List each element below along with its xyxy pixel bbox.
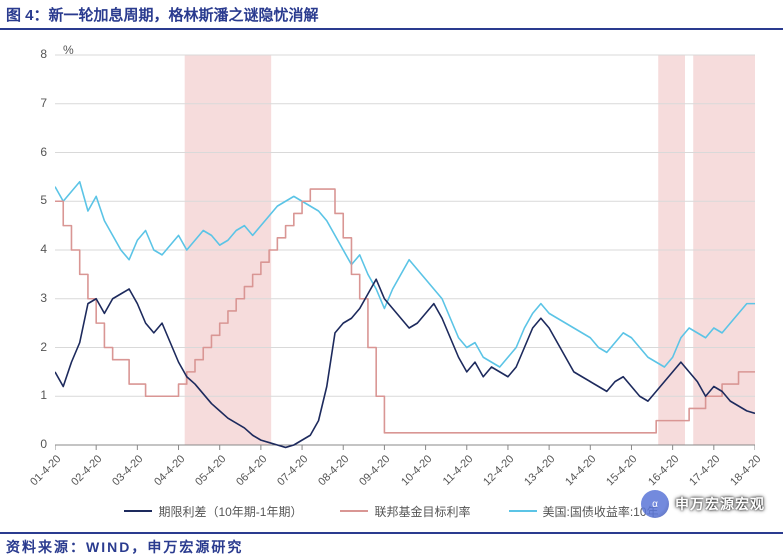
source-bar: 资料来源：WIND，申万宏源研究 [0,532,783,560]
y-tick-label: 2 [22,340,47,354]
source-text: 资料来源：WIND，申万宏源研究 [6,537,243,557]
chart-area: % 01234567801-4-2002-4-2003-4-2004-4-200… [55,45,755,465]
watermark-text: 申万宏源宏观 [675,494,765,514]
watermark: α 申万宏源宏观 [641,490,765,518]
y-tick-label: 0 [22,437,47,451]
y-tick-label: 5 [22,193,47,207]
y-tick-label: 8 [22,47,47,61]
chart-title-bar: 图 4：新一轮加息周期，格林斯潘之谜隐忧消解 [0,0,783,30]
y-tick-label: 6 [22,145,47,159]
legend-swatch-spread [124,510,152,512]
y-tick-label: 4 [22,242,47,256]
legend-item-ust10y: 美国:国债收益率:10年 [509,503,659,520]
legend-item-spread: 期限利差（10年期-1年期） [124,503,302,520]
legend-label-fedfunds: 联邦基金目标利率 [374,503,470,520]
watermark-icon: α [641,490,669,518]
legend-label-spread: 期限利差（10年期-1年期） [158,503,302,520]
legend-swatch-ust10y [509,510,537,512]
chart-title: 图 4：新一轮加息周期，格林斯潘之谜隐忧消解 [6,4,319,25]
legend-item-fedfunds: 联邦基金目标利率 [340,503,470,520]
y-tick-label: 3 [22,291,47,305]
chart-plot [55,45,755,465]
y-tick-label: 7 [22,96,47,110]
y-tick-label: 1 [22,388,47,402]
legend-swatch-fedfunds [340,510,368,512]
